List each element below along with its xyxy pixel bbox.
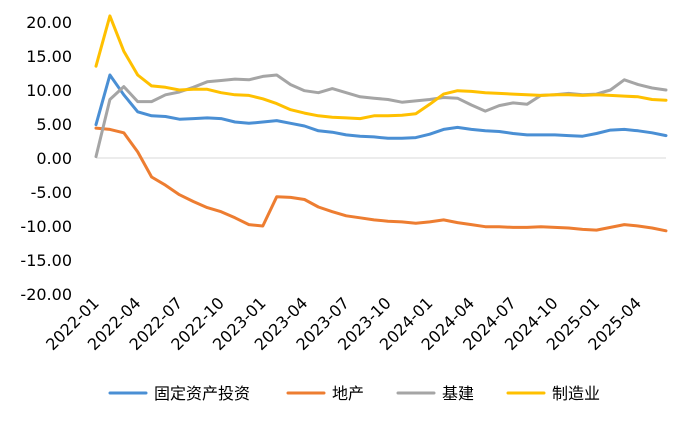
y-tick-label: 20.00 xyxy=(26,13,72,32)
y-tick-label: 15.00 xyxy=(26,47,72,66)
series-line-3 xyxy=(94,14,668,121)
series-lines xyxy=(94,14,668,233)
legend-label: 基建 xyxy=(442,384,474,403)
legend-label: 地产 xyxy=(332,384,364,403)
legend: 固定资产投资 地产 基建 制造业 xyxy=(108,384,600,403)
y-axis: 20.00 15.00 10.00 5.00 0.00 -5.00 -10.00 -15.00… xyxy=(20,13,72,304)
legend-label: 固定资产投资 xyxy=(154,384,250,403)
y-tick-label: 0.00 xyxy=(36,149,72,168)
x-axis: 2022-012022-042022-072022-102023-012023-… xyxy=(42,293,645,354)
series-line-0 xyxy=(94,73,668,140)
legend-label: 制造业 xyxy=(552,384,600,403)
y-tick-label: -15.00 xyxy=(20,251,72,270)
series-line-1 xyxy=(94,126,668,233)
y-tick-label: -20.00 xyxy=(20,285,72,304)
y-tick-label: -5.00 xyxy=(31,183,72,202)
y-tick-label: 5.00 xyxy=(36,115,72,134)
y-tick-label: 10.00 xyxy=(26,81,72,100)
y-tick-label: -10.00 xyxy=(20,217,72,236)
